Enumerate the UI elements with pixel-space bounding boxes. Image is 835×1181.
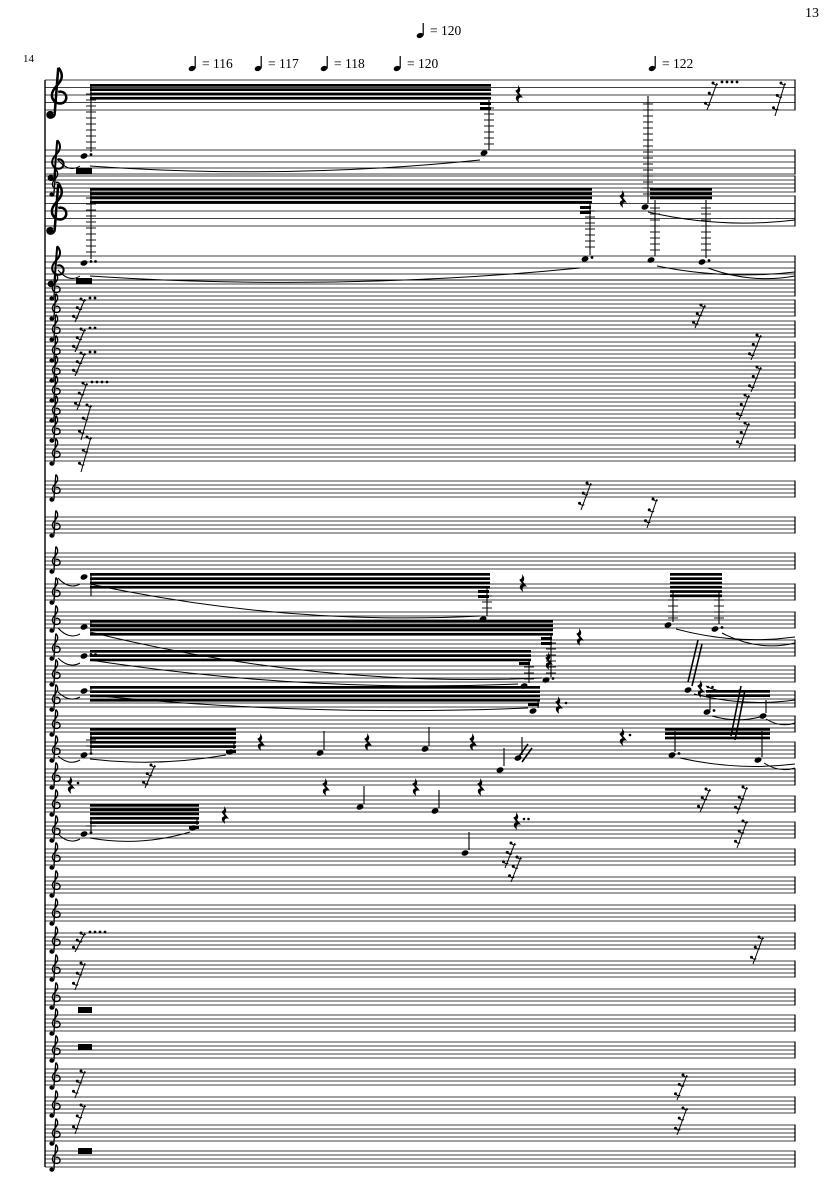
treble-clef-icon — [49, 735, 61, 763]
page-number: 13 — [805, 6, 819, 21]
treble-clef-icon — [46, 182, 68, 235]
treble-clef-icon — [49, 954, 61, 982]
measure-number: 14 — [23, 53, 34, 65]
treble-clef-icon — [49, 1008, 61, 1036]
treble-clef-icon — [49, 762, 61, 790]
treble-clef-icon — [49, 926, 61, 954]
tempo-marking: = 116 — [188, 55, 233, 72]
tempo-marking: = 118 — [320, 55, 365, 72]
treble-clef-icon — [49, 1062, 61, 1090]
quarter-note-icon — [188, 56, 196, 72]
treble-clef-icon — [49, 815, 61, 843]
treble-clef-icon — [49, 789, 61, 817]
tempo-label: = 120 — [430, 23, 462, 38]
tempo-marking: = 117 — [254, 55, 299, 72]
treble-clef-icon — [49, 1144, 61, 1172]
tempo-label: = 118 — [334, 56, 365, 71]
treble-clef-icon — [49, 633, 61, 661]
treble-clef-icon — [49, 1035, 61, 1063]
treble-clef-icon — [46, 66, 68, 119]
treble-clef-icon — [49, 898, 61, 926]
tempo-marking: = 120 — [416, 22, 461, 39]
tempo-marking: = 122 — [648, 55, 693, 72]
quarter-note-icon — [648, 56, 656, 72]
treble-clef-icon — [49, 1118, 61, 1146]
treble-clef-icon — [49, 438, 61, 466]
tempo-label: = 117 — [268, 56, 299, 71]
quarter-note-icon — [254, 56, 262, 72]
quarter-note-icon — [320, 56, 328, 72]
treble-clef-icon — [49, 510, 61, 538]
treble-clef-icon — [49, 842, 61, 870]
treble-clef-icon — [49, 605, 61, 633]
treble-clef-icon — [49, 1090, 61, 1118]
treble-clef-icon — [49, 659, 61, 687]
treble-clef-icon — [49, 577, 61, 605]
tempo-label: = 122 — [662, 56, 694, 71]
treble-clef-icon — [47, 245, 65, 288]
treble-clef-icon — [49, 870, 61, 898]
treble-clef-icon — [49, 546, 61, 574]
treble-clef-icon — [49, 314, 61, 342]
treble-clef-icon — [49, 293, 61, 321]
quarter-note-icon — [416, 23, 424, 39]
tempo-label: = 120 — [407, 56, 439, 71]
treble-clef-icon — [49, 375, 61, 403]
tempo-marking: = 120 — [393, 55, 438, 72]
treble-clef-icon — [49, 415, 61, 443]
treble-clef-icon — [49, 684, 61, 712]
treble-clef-icon — [49, 709, 61, 737]
treble-clef-icon — [49, 474, 61, 502]
tempo-label: = 116 — [202, 56, 233, 71]
treble-clef-icon — [49, 982, 61, 1010]
quarter-note-icon — [393, 56, 401, 72]
